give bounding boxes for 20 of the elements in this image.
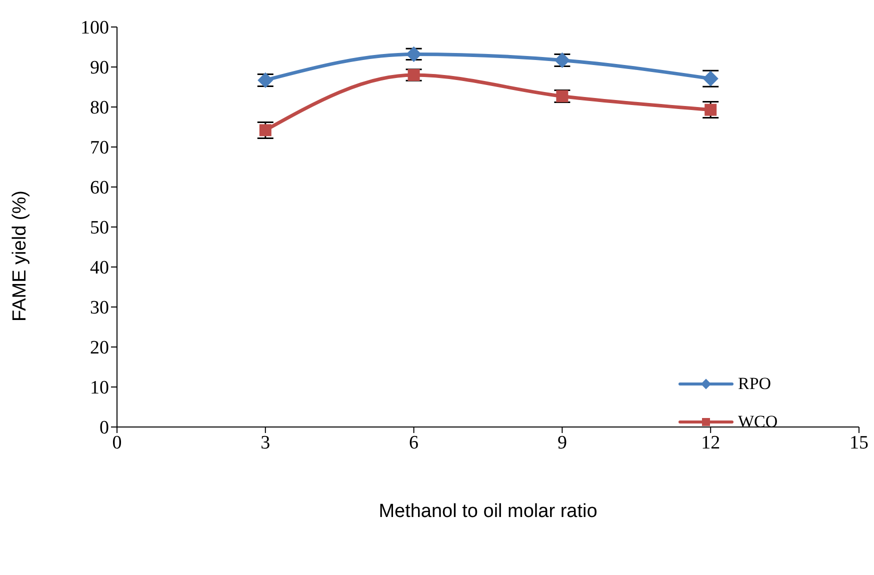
y-tick-label: 80 xyxy=(90,98,109,119)
x-tick-label: 3 xyxy=(260,432,270,454)
y-tick-label: 20 xyxy=(90,338,109,359)
x-axis-title: Methanol to oil molar ratio xyxy=(378,501,598,522)
y-tick-label: 30 xyxy=(90,298,109,319)
y-tick-label: 40 xyxy=(90,258,109,279)
legend-label: RPO xyxy=(738,374,772,394)
x-tick-label: 12 xyxy=(701,432,720,454)
y-axis-title: FAME yield (%) xyxy=(10,190,30,322)
x-tick-label: 9 xyxy=(557,432,567,454)
x-tick-label: 6 xyxy=(409,432,419,454)
y-tick-label: 60 xyxy=(90,178,109,199)
y-tick-label: 100 xyxy=(80,18,109,39)
x-tick-label: 15 xyxy=(850,432,868,454)
y-tick-label: 10 xyxy=(90,378,109,399)
y-tick-label: 70 xyxy=(90,138,109,159)
y-tick-label: 0 xyxy=(100,418,109,439)
y-tick-label: 50 xyxy=(90,218,109,239)
y-tick-label: 90 xyxy=(90,58,109,79)
x-tick-label: 0 xyxy=(112,432,122,454)
